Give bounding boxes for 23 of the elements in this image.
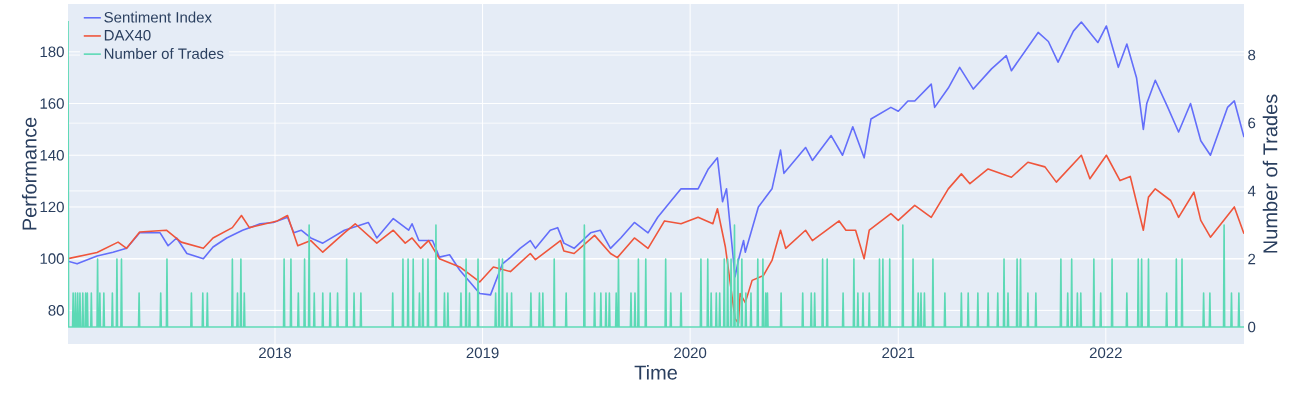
y2-tick-label: 6 (1248, 117, 1256, 129)
legend-label: Sentiment Index (104, 11, 212, 23)
y-tick-label: 180 (40, 46, 64, 58)
y-tick-label: 140 (40, 149, 64, 161)
line-series (68, 154, 1244, 325)
y-tick-label: 100 (40, 253, 64, 264)
y2-tick-label: 4 (1247, 185, 1256, 197)
x-tick-label: 2019 (466, 347, 499, 359)
legend-label: Number of Trades (104, 47, 224, 59)
x-tick-label: 2018 (259, 347, 292, 359)
x-tick-label: 2022 (1089, 347, 1122, 359)
y-axis-title: Performance (21, 117, 37, 230)
y-tick-label: 80 (48, 305, 64, 316)
legend-label: DAX40 (104, 29, 151, 41)
y-tick-label: 120 (40, 201, 64, 213)
y2-tick-label: 2 (1248, 253, 1256, 265)
y-tick-label: 160 (40, 98, 64, 109)
y2-tick-label: 8 (1248, 49, 1256, 61)
y2-tick-label: 0 (1248, 321, 1256, 333)
x-tick-label: 2021 (882, 347, 915, 359)
y2-axis-title: Number of Trades (1262, 94, 1278, 253)
x-axis-title: Time (634, 365, 677, 380)
x-tick-label: 2020 (674, 347, 707, 359)
